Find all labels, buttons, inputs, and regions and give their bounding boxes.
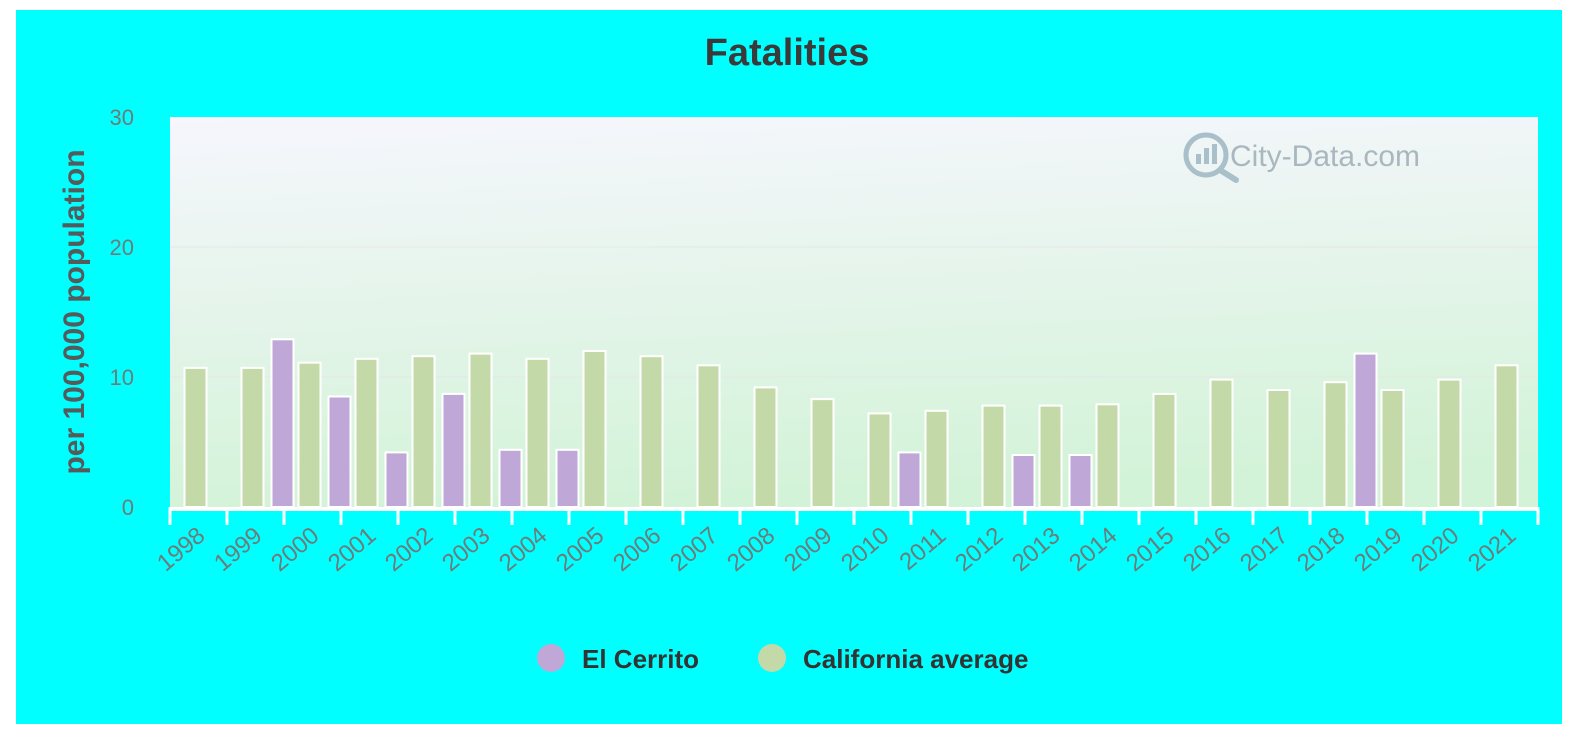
x-tick-label: 2017 — [1235, 522, 1293, 577]
y-tick-label: 10 — [110, 365, 134, 390]
x-tick-label: 2007 — [665, 522, 723, 577]
bar-el-cerrito — [897, 451, 922, 508]
legend-swatch — [537, 644, 565, 672]
legend: El Cerrito California average — [537, 644, 1028, 674]
bar-el-cerrito — [441, 392, 466, 508]
bar-california-average — [696, 364, 721, 508]
bar-california-average — [1152, 392, 1177, 508]
y-tick-label: 0 — [122, 495, 134, 520]
x-tick-label: 2003 — [437, 522, 495, 577]
legend-label: El Cerrito — [582, 644, 699, 674]
x-tick-label: 2006 — [608, 522, 666, 577]
grid-lines — [170, 246, 1538, 378]
x-axis: 1998199920002001200220032004200520062007… — [152, 507, 1540, 577]
bar-el-cerrito — [498, 448, 523, 508]
magnifier-logo-icon — [1183, 132, 1239, 183]
watermark: City-Data.com — [1183, 132, 1420, 183]
bar-california-average — [981, 404, 1006, 509]
bar-california-average — [1437, 378, 1462, 509]
bar-california-average — [1494, 364, 1519, 508]
x-tick-label: 2002 — [380, 522, 438, 577]
bar-california-average — [525, 357, 550, 508]
bar-california-average — [867, 412, 892, 508]
bar-california-average — [753, 386, 778, 508]
bar-california-average — [1266, 389, 1291, 508]
x-tick-label: 2014 — [1064, 522, 1122, 577]
bar-el-cerrito — [327, 395, 352, 508]
bar-el-cerrito — [1068, 454, 1093, 508]
bar-california-average — [1095, 403, 1120, 508]
watermark-text: City-Data.com — [1230, 140, 1420, 173]
x-tick-label: 2009 — [779, 522, 837, 577]
x-tick-label: 2011 — [894, 522, 951, 576]
x-tick-label: 2008 — [722, 522, 780, 577]
bar-el-cerrito — [384, 451, 409, 508]
bar-california-average — [810, 398, 835, 509]
legend-label: California average — [803, 644, 1028, 674]
bar-california-average — [240, 366, 265, 508]
x-tick-label: 2010 — [836, 522, 894, 577]
bar-california-average — [297, 361, 322, 509]
bar-california-average — [924, 409, 949, 508]
plot-area — [170, 117, 1538, 507]
y-axis-label: per 100,000 population — [58, 149, 91, 474]
legend-swatch — [758, 644, 786, 672]
x-tick-label: 1998 — [152, 522, 210, 577]
x-tick-label: 2015 — [1121, 522, 1179, 577]
x-tick-label: 2001 — [323, 522, 381, 577]
x-tick-label: 2018 — [1292, 522, 1350, 577]
x-tick-label: 2013 — [1007, 522, 1065, 577]
chart-title: Fatalities — [705, 32, 870, 74]
bar-california-average — [468, 352, 493, 508]
y-tick-label: 20 — [110, 235, 134, 260]
bar-el-cerrito — [1353, 352, 1378, 508]
x-tick-label: 2016 — [1178, 522, 1236, 577]
bar-california-average — [1323, 381, 1348, 509]
y-tick-label: 30 — [110, 105, 134, 130]
bar-el-cerrito — [1011, 454, 1036, 508]
bar-california-average — [411, 355, 436, 509]
bar-california-average — [639, 355, 664, 509]
x-tick-label: 2020 — [1406, 522, 1464, 577]
x-tick-label: 2005 — [551, 522, 609, 577]
bar-california-average — [582, 350, 607, 508]
x-tick-label: 2000 — [266, 522, 324, 577]
y-axis-ticks: 0 10 20 30 — [110, 105, 134, 520]
x-tick-label: 1999 — [209, 522, 267, 577]
bar-california-average — [1038, 404, 1063, 509]
bar-california-average — [183, 366, 208, 508]
bar-california-average — [354, 357, 379, 508]
x-tick-label: 2019 — [1349, 522, 1407, 577]
x-tick-label: 2012 — [950, 522, 1008, 577]
x-tick-label: 2004 — [494, 522, 552, 577]
bar-el-cerrito — [555, 448, 580, 508]
x-tick-label: 2021 — [1463, 522, 1521, 577]
bar-california-average — [1380, 389, 1405, 508]
bar-el-cerrito — [270, 338, 295, 508]
bar-california-average — [1209, 378, 1234, 509]
